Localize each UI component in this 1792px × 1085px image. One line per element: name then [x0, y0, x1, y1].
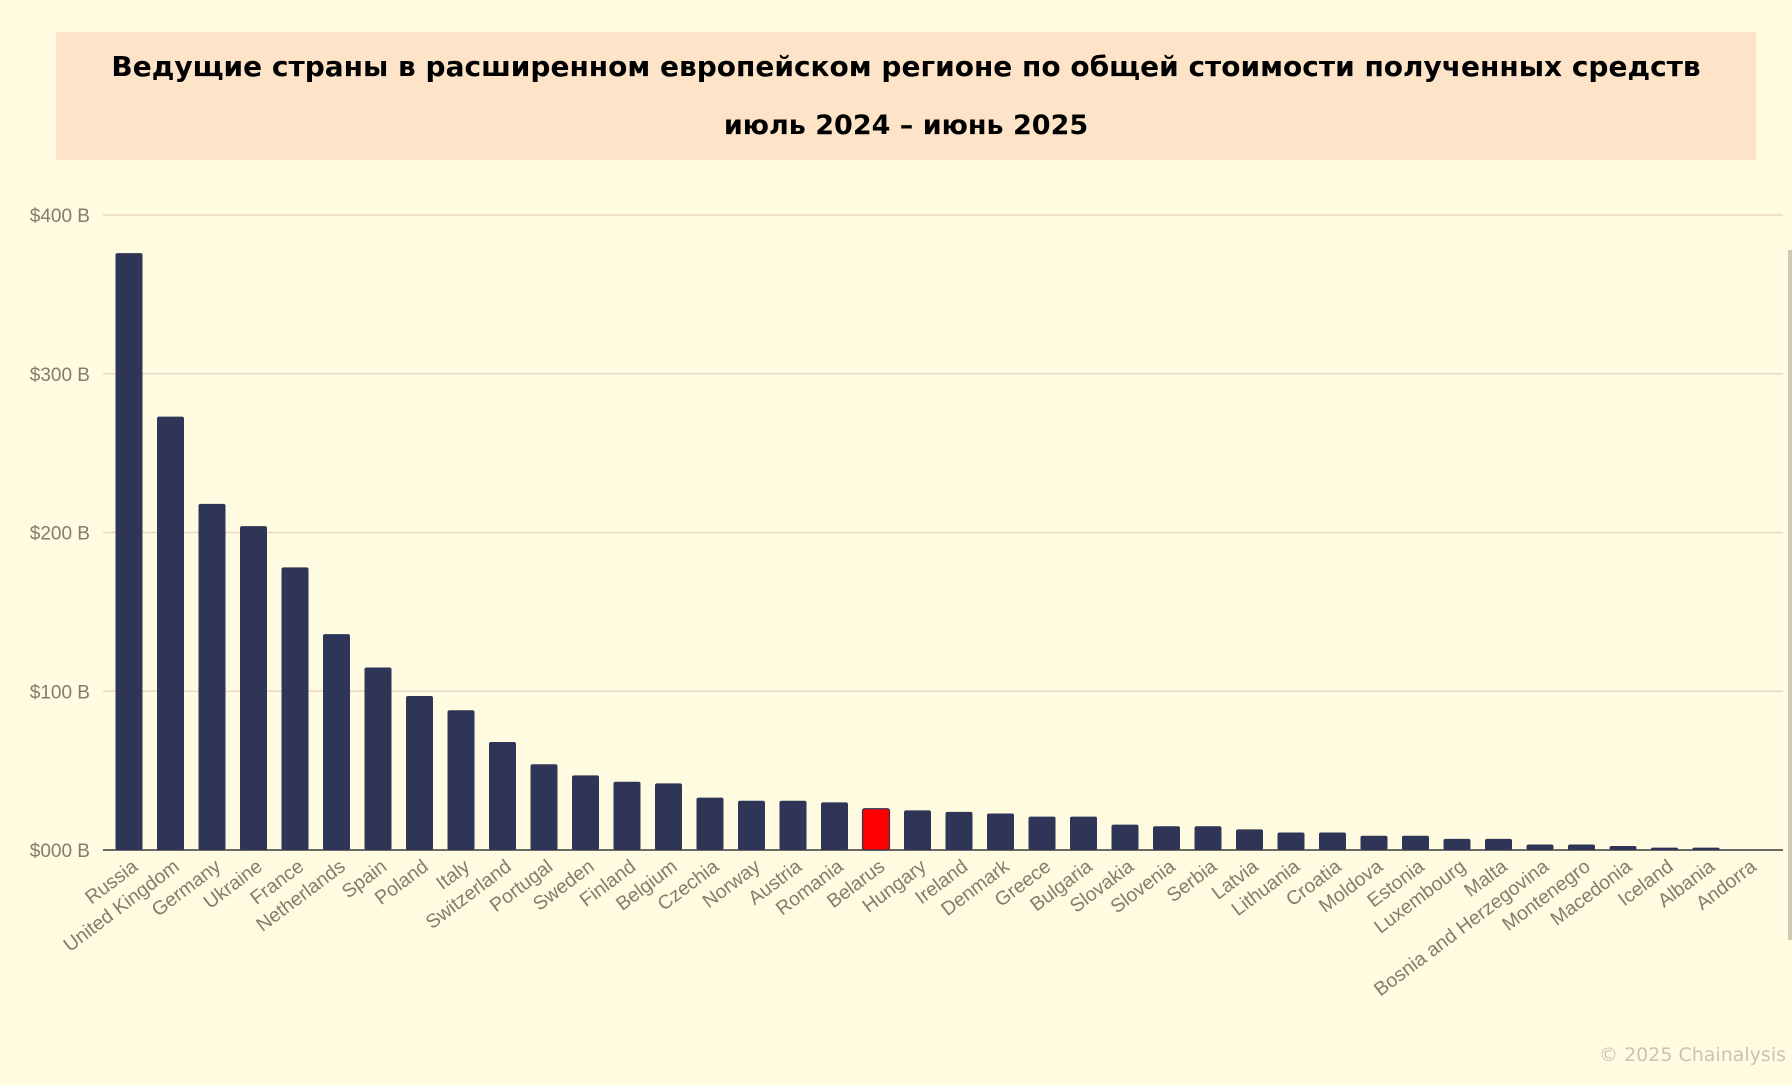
- y-tick-label: $400 B: [30, 206, 90, 227]
- bar-slovenia: [1153, 826, 1180, 850]
- bar-slovakia: [1111, 824, 1139, 850]
- bar-macedonia: [1609, 846, 1637, 850]
- y-tick-label: $300 B: [30, 365, 90, 386]
- chart-subtitle: июль 2024 – июнь 2025: [723, 110, 1089, 141]
- credit-watermark: © 2025 Chainalysis: [1599, 1044, 1786, 1066]
- bars: [115, 253, 1761, 851]
- bar-hungary: [904, 810, 931, 850]
- bar-italy: [447, 710, 475, 850]
- bar-switzerland: [489, 742, 516, 850]
- title-banner: Ведущие страны в расширенном европейском…: [56, 32, 1756, 160]
- bar-malta: [1485, 838, 1512, 850]
- bar-andorra: [1734, 849, 1761, 851]
- bar-croatia: [1319, 832, 1346, 850]
- y-axis-ticks: $000 B $100 B $200 B $300 B $400 B: [30, 206, 90, 862]
- bar-iceland: [1651, 847, 1678, 850]
- bar-czechia: [696, 797, 724, 850]
- bar-norway: [738, 800, 765, 850]
- bar-luxembourg: [1443, 838, 1471, 850]
- bar-serbia: [1194, 826, 1222, 850]
- bar-ireland: [945, 811, 973, 850]
- bar-netherlands: [323, 634, 350, 850]
- bar-finland: [613, 781, 641, 850]
- bar-united-kingdom: [157, 416, 184, 850]
- bar-france: [281, 567, 309, 850]
- bar-moldova: [1360, 835, 1388, 850]
- bar-montenegro: [1568, 844, 1595, 850]
- grid-lines: [103, 214, 1783, 851]
- bar-belgium: [655, 783, 682, 850]
- bar-poland: [406, 696, 433, 850]
- bar-russia: [115, 253, 143, 851]
- bar-bulgaria: [1070, 816, 1097, 850]
- bar-austria: [779, 800, 807, 850]
- bar-estonia: [1402, 835, 1429, 850]
- y-tick-label: $100 B: [30, 682, 90, 703]
- bar-belarus: [861, 808, 891, 851]
- y-tick-label: $000 B: [30, 841, 90, 862]
- bar-romania: [821, 802, 848, 850]
- bar-spain: [364, 667, 392, 850]
- chart-title: Ведущие страны в расширенном европейском…: [111, 50, 1701, 83]
- edge-divider: [1788, 250, 1792, 940]
- bar-germany: [198, 503, 226, 850]
- bar-bosnia-and-herzegovina: [1526, 844, 1554, 850]
- y-tick-label: $200 B: [30, 524, 90, 545]
- bar-lithuania: [1277, 832, 1305, 850]
- bar-albania: [1692, 847, 1720, 850]
- bar-greece: [1028, 816, 1056, 850]
- bar-denmark: [987, 813, 1014, 850]
- bar-latvia: [1236, 829, 1263, 850]
- bar-ukraine: [240, 526, 267, 850]
- bar-portugal: [530, 764, 558, 850]
- bar-sweden: [572, 775, 599, 850]
